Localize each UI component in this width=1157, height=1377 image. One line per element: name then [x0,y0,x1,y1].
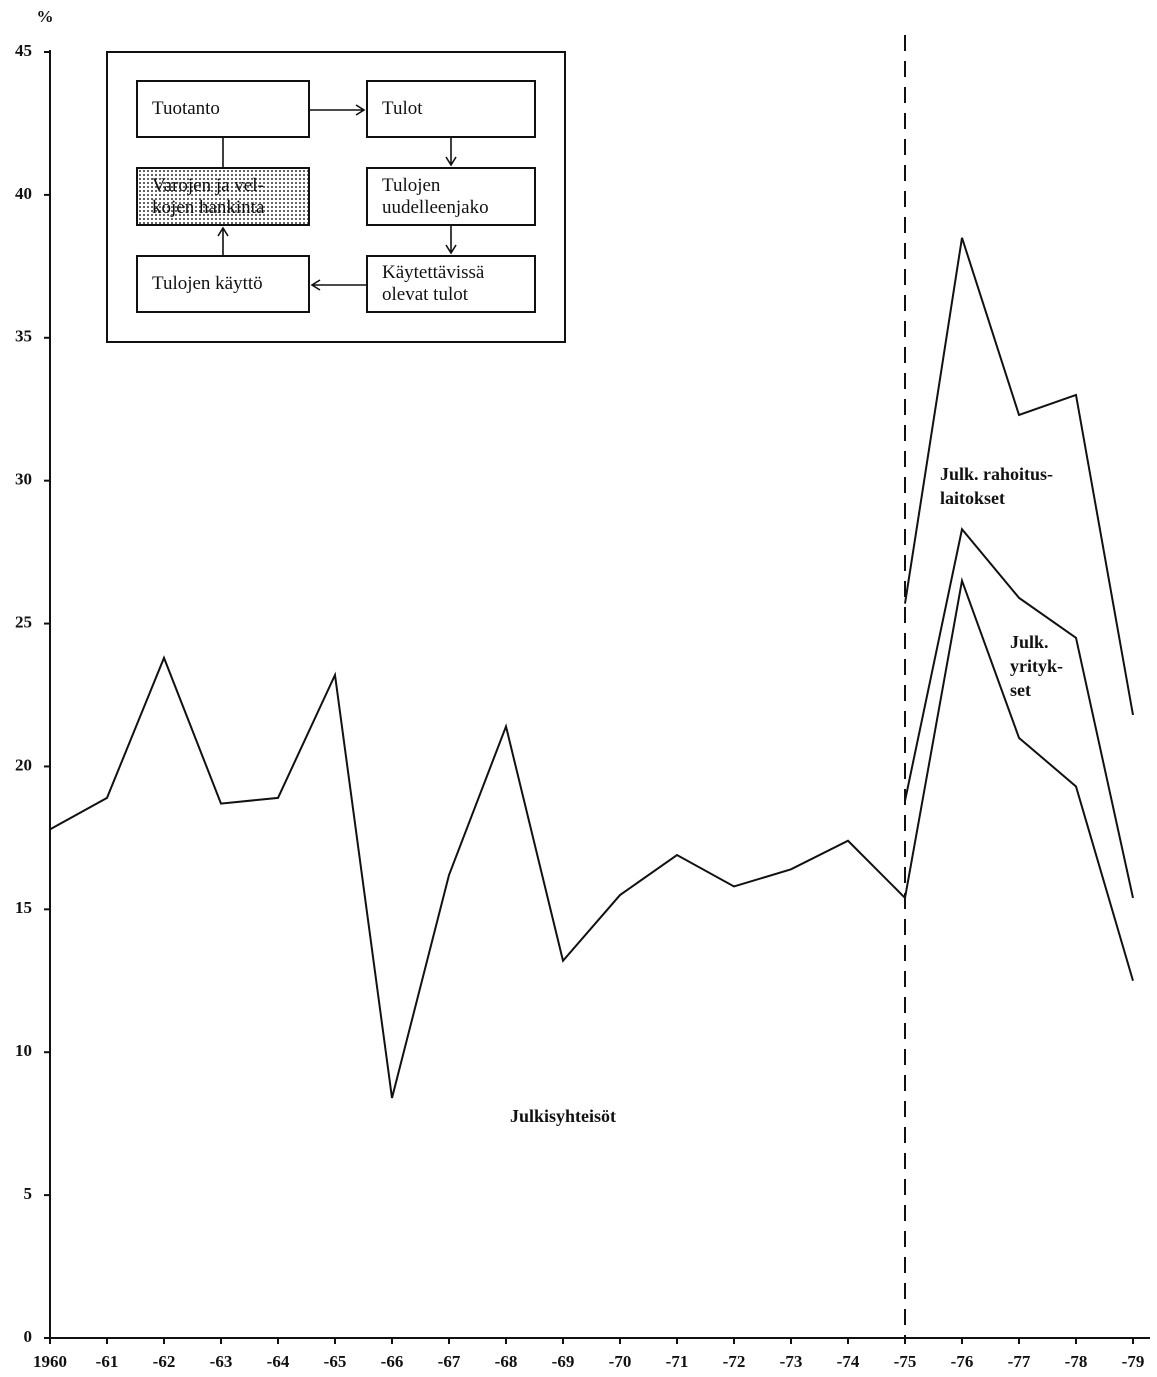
x-tick-label: -70 [609,1352,632,1371]
diagram-box: Tulot [366,80,536,138]
diagram-box: Varojen ja vel- kojen hankinta [136,167,310,226]
y-tick-label: 5 [24,1184,33,1203]
diagram-box: Käytettävissä olevat tulot [366,255,536,313]
x-tick-label: -78 [1065,1352,1088,1371]
y-tick-label: 30 [15,470,32,489]
x-tick-label: -65 [324,1352,347,1371]
series-line [904,237,1134,716]
x-tick-label: -73 [780,1352,803,1371]
x-tick-label: -61 [96,1352,119,1371]
x-tick-label: -68 [495,1352,518,1371]
series-line [49,576,1134,1099]
x-tick-label: -76 [951,1352,974,1371]
x-tick-label: 1960 [33,1352,67,1371]
x-tick-label: -67 [438,1352,461,1371]
diagram-box: Tuotanto [136,80,310,138]
x-tick-label: -74 [837,1352,860,1371]
series-label: Julk. yrityk- set [1010,632,1063,700]
inset-arrows [217,104,457,291]
series-label: Julk. rahoitus- laitokset [940,464,1054,508]
y-axis-label: % [37,7,54,26]
x-tick-label: -62 [153,1352,176,1371]
y-tick-label: 20 [15,755,32,774]
x-tick-label: -72 [723,1352,746,1371]
x-tick-label: -79 [1122,1352,1145,1371]
diagram-box: Tulojen uudelleenjako [366,167,536,226]
x-tick-label: -71 [666,1352,689,1371]
y-tick-label: 45 [15,41,32,60]
x-tick-label: -66 [381,1352,404,1371]
y-tick-label: 10 [15,1041,32,1060]
y-tick-label: 0 [24,1327,33,1346]
y-tick-label: 25 [15,612,32,631]
x-tick-label: -75 [894,1352,917,1371]
y-tick-label: 40 [15,184,32,203]
diagram-box: Tulojen käyttö [136,255,310,313]
x-tick-label: -77 [1008,1352,1031,1371]
series-label: Julkisyhteisöt [510,1106,617,1126]
x-tick-label: -69 [552,1352,575,1371]
x-tick-label: -64 [267,1352,290,1371]
y-tick-label: 35 [15,327,32,346]
x-tick-label: -63 [210,1352,233,1371]
series-line [904,527,1134,899]
y-tick-label: 15 [15,898,32,917]
